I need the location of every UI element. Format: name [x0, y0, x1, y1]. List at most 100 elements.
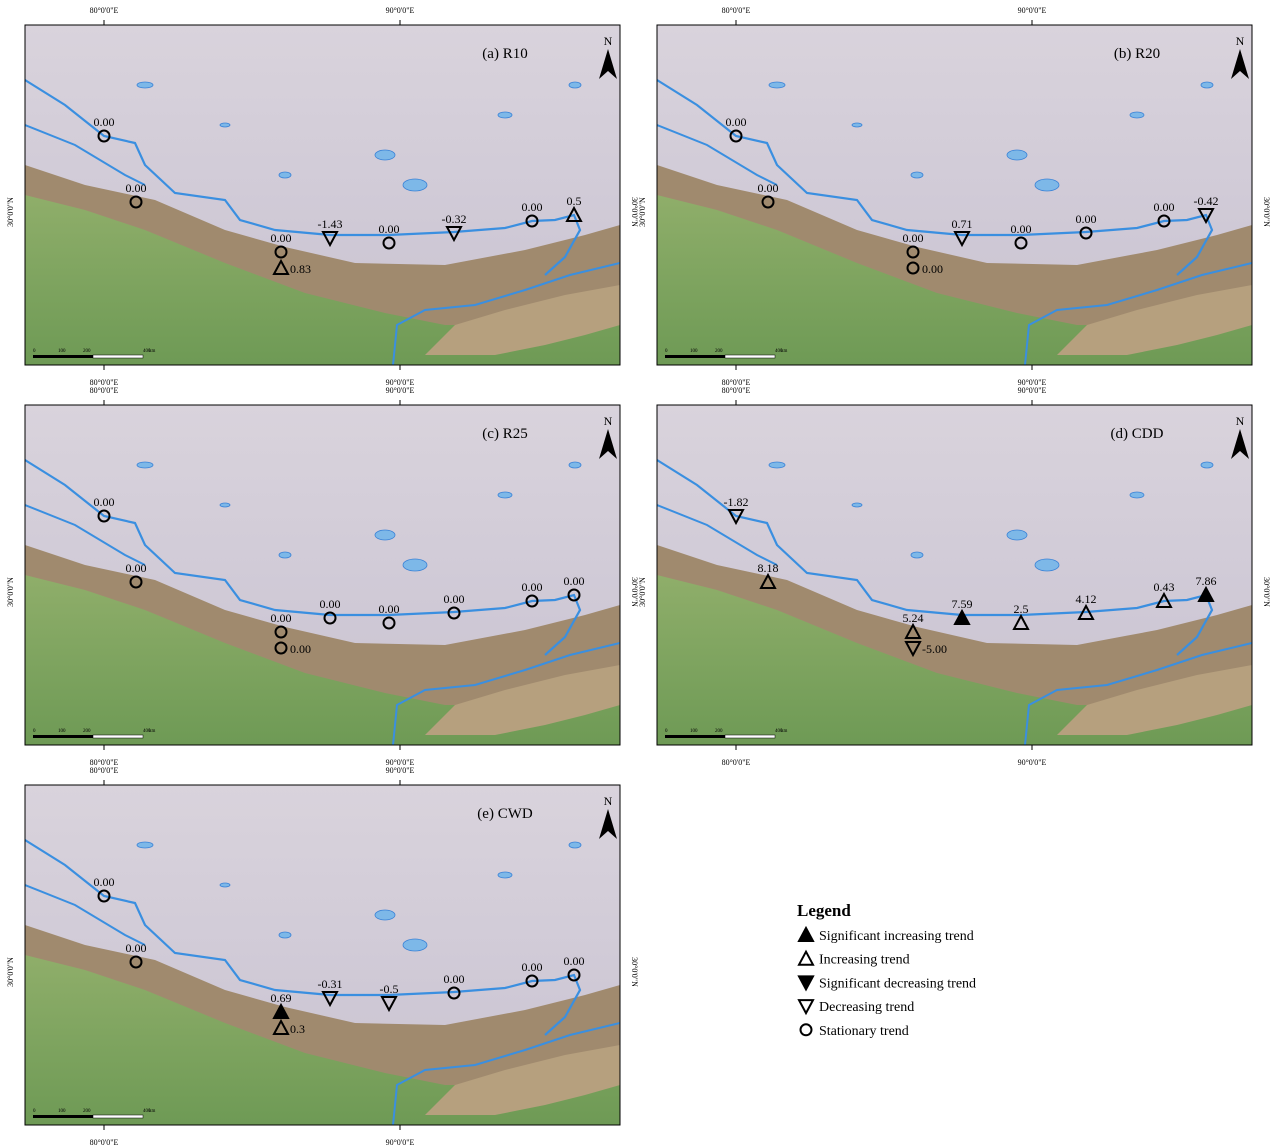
- scale-label: 100: [58, 729, 66, 734]
- lake: [279, 552, 291, 558]
- legend-label: Significant increasing trend: [819, 929, 974, 944]
- lake: [220, 883, 230, 887]
- lake: [279, 932, 291, 938]
- station-label: 0.00: [320, 597, 341, 611]
- map-panel: (c) R25N80°0'0"E80°0'0"E90°0'0"E90°0'0"E…: [6, 386, 639, 767]
- station-label: 0.00: [1011, 222, 1032, 236]
- lon-label: 80°0'0"E: [722, 758, 751, 767]
- scale-label: 100: [58, 1109, 66, 1114]
- lat-label: 30°0'0"N: [6, 957, 15, 987]
- station-label: 0.83: [290, 262, 311, 276]
- scale-label: 200: [715, 729, 723, 734]
- lat-label: 30°0'0"N: [6, 197, 15, 227]
- station-label: 0.00: [379, 222, 400, 236]
- station-label: -0.42: [1194, 194, 1219, 208]
- lake: [1007, 530, 1027, 540]
- lake: [403, 939, 427, 951]
- terrain: [25, 785, 620, 1125]
- lake: [1201, 462, 1213, 468]
- north-label: N: [1236, 34, 1245, 48]
- station-label: 0.69: [271, 991, 292, 1005]
- scale-label: 100: [690, 349, 698, 354]
- north-label: N: [1236, 414, 1245, 428]
- station-label: 0.00: [922, 262, 943, 276]
- scale-segment: [33, 735, 93, 738]
- station-label: 0.00: [379, 602, 400, 616]
- scale-label: 200: [715, 349, 723, 354]
- lon-label: 90°0'0"E: [386, 1138, 415, 1147]
- lake: [1007, 150, 1027, 160]
- station-label: 0.00: [522, 960, 543, 974]
- station-label: 0.00: [522, 200, 543, 214]
- lon-label: 80°0'0"E: [90, 766, 119, 775]
- legend-label: Increasing trend: [819, 953, 910, 968]
- panel-title: (b) R20: [1114, 46, 1160, 62]
- lake: [852, 503, 862, 507]
- legend-label: Stationary trend: [819, 1024, 909, 1039]
- terrain: [657, 405, 1252, 745]
- scale-segment: [725, 735, 775, 738]
- scale-label: km: [149, 1109, 156, 1114]
- lake: [498, 872, 512, 878]
- station-label: 0.00: [444, 972, 465, 986]
- scale-segment: [665, 355, 725, 358]
- station-label: 0.00: [126, 181, 147, 195]
- station-label: 0.00: [758, 181, 779, 195]
- lake: [498, 112, 512, 118]
- lake: [1035, 559, 1059, 571]
- lake: [403, 179, 427, 191]
- lon-label: 80°0'0"E: [90, 6, 119, 15]
- scale-segment: [725, 355, 775, 358]
- lat-label: 30°0'0"N: [638, 197, 647, 227]
- station-label: -1.43: [318, 217, 343, 231]
- station-label: 0.00: [444, 592, 465, 606]
- lake: [1201, 82, 1213, 88]
- legend-symbol: [799, 928, 813, 941]
- station-label: 0.00: [1076, 212, 1097, 226]
- lake: [769, 82, 785, 88]
- scale-segment: [33, 355, 93, 358]
- station-label: 0.00: [564, 954, 585, 968]
- station-label: 0.71: [952, 217, 973, 231]
- panel-title: (a) R10: [482, 46, 527, 62]
- legend: Legend Significant increasing trend Increa…: [797, 901, 976, 1039]
- lon-label: 80°0'0"E: [722, 6, 751, 15]
- legend-symbol: [799, 952, 813, 965]
- station-label: 0.00: [522, 580, 543, 594]
- scale-segment: [665, 735, 725, 738]
- station-label: 0.00: [271, 231, 292, 245]
- lake: [852, 123, 862, 127]
- station-label: 0.00: [271, 611, 292, 625]
- station-label: 8.18: [758, 561, 779, 575]
- lat-label: 30°0'0"N: [630, 957, 639, 987]
- lake: [375, 530, 395, 540]
- scale-segment: [33, 1115, 93, 1118]
- legend-label: Decreasing trend: [819, 1000, 914, 1015]
- scale-label: km: [149, 729, 156, 734]
- station-label: 5.24: [903, 611, 924, 625]
- lake: [137, 842, 153, 848]
- station-label: -1.82: [724, 495, 749, 509]
- scale-label: 200: [83, 729, 91, 734]
- north-label: N: [604, 414, 613, 428]
- lon-label: 80°0'0"E: [722, 386, 751, 395]
- lake: [375, 910, 395, 920]
- lake: [137, 462, 153, 468]
- lake: [1130, 112, 1144, 118]
- panel-title: (d) CDD: [1111, 426, 1164, 442]
- station-label: 0.00: [94, 115, 115, 129]
- station-label: 0.00: [94, 875, 115, 889]
- scale-segment: [93, 735, 143, 738]
- lon-label: 90°0'0"E: [386, 386, 415, 395]
- lat-label: 30°0'0"N: [6, 577, 15, 607]
- legend-label: Significant decreasing trend: [819, 976, 976, 991]
- lake: [1130, 492, 1144, 498]
- lat-label: 30°0'0"N: [1262, 577, 1271, 607]
- station-label: -5.00: [922, 642, 947, 656]
- lon-label: 80°0'0"E: [90, 1138, 119, 1147]
- legend-title: Legend: [797, 901, 851, 920]
- scale-label: km: [781, 349, 788, 354]
- lake: [911, 552, 923, 558]
- scale-label: 100: [690, 729, 698, 734]
- panel-title: (c) R25: [482, 426, 527, 442]
